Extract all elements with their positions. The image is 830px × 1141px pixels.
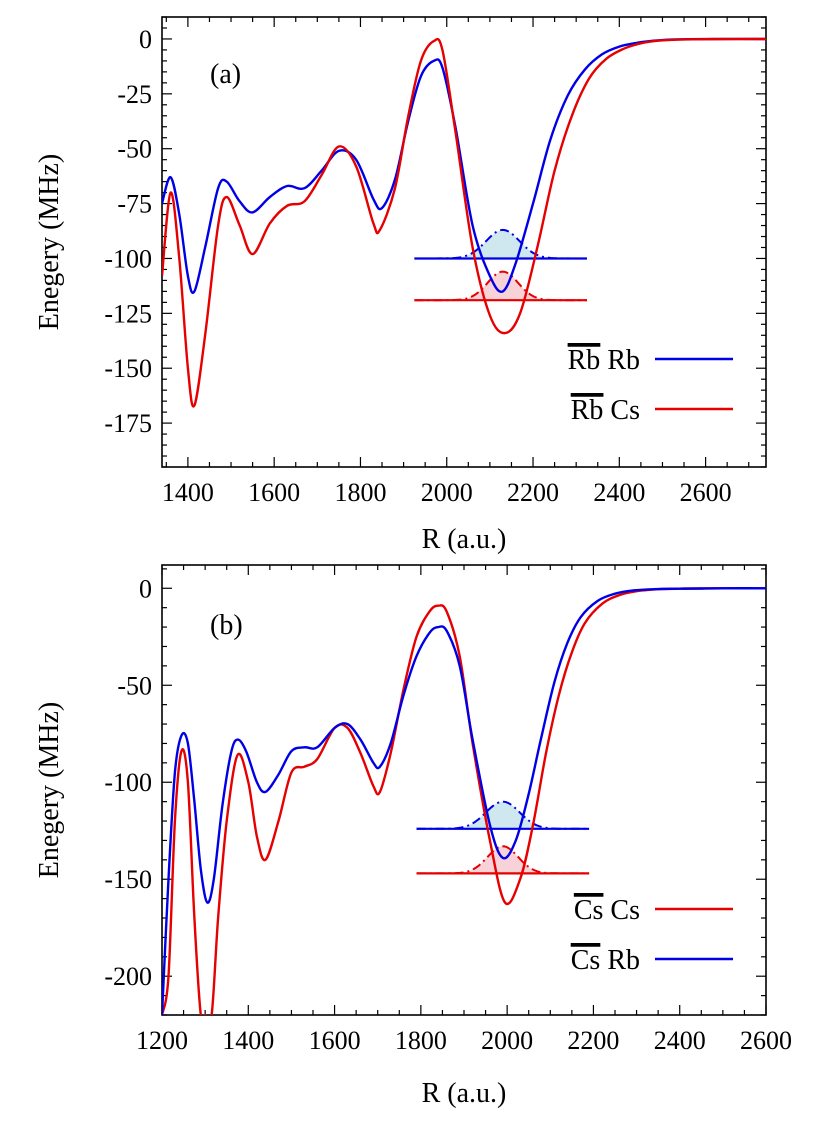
y-tick-label: 0 (139, 574, 152, 603)
series-line-1 (162, 587, 766, 1015)
legend-label-1: Cs Rb (571, 945, 640, 976)
legend-overlined-species: Rb (571, 395, 604, 426)
series-line-1 (162, 37, 766, 408)
plot-area (162, 37, 766, 408)
x-tick-label: 2400 (654, 1026, 706, 1055)
x-tick-label: 1200 (136, 1026, 188, 1055)
y-tick-label: -100 (104, 768, 152, 797)
x-axis-title: R (a.u.) (422, 1078, 507, 1109)
y-tick-label: -150 (104, 354, 152, 383)
series-line-0 (162, 37, 766, 294)
y-tick-label: -175 (104, 409, 152, 438)
plot-area (162, 587, 766, 1015)
wavefunction-curve-1 (416, 845, 590, 875)
y-tick-label: -50 (117, 671, 152, 700)
x-tick-label: 2200 (507, 478, 559, 507)
y-tick-label: -75 (117, 190, 152, 219)
x-axis-title: R (a.u.) (422, 524, 507, 555)
plot-frame (161, 564, 767, 1016)
panel-label: (b) (210, 610, 243, 641)
x-tick-label: 1800 (395, 1026, 447, 1055)
legend-partner-species: Rb (600, 345, 640, 376)
x-tick-label: 1600 (309, 1026, 361, 1055)
chart-panel-a: 1400 1600 1800 2000 2200 2400 2600 0 -25 -50 -75 -1… (34, 16, 767, 555)
wavefunction-fill-1 (414, 271, 587, 301)
x-tick-label: 2000 (421, 478, 473, 507)
y-axis-title: Enegery (MHz) (34, 154, 65, 330)
x-tick-label: 1400 (162, 478, 214, 507)
wavefunction-fill-0 (416, 801, 590, 829)
y-tick-label: -150 (104, 865, 152, 894)
x-tick-label: 1800 (334, 478, 386, 507)
chart-panel-b: 1200 1400 1600 1800 2000 2200 2400 2600 0 -50 -100… (34, 564, 792, 1109)
y-tick-label: -125 (104, 299, 152, 328)
x-tick-label: 2400 (593, 478, 645, 507)
legend-overlined-species: Cs (574, 895, 604, 926)
y-tick-label: -100 (104, 244, 152, 273)
x-tick-label: 2600 (740, 1026, 792, 1055)
x-tick-label: 1600 (248, 478, 300, 507)
panel-label: (a) (210, 59, 241, 90)
legend-overlined-species: Cs (571, 945, 601, 976)
legend-overlined-species: Rb (568, 345, 601, 376)
legend-partner-species: Cs (603, 895, 640, 926)
wavefunction-fill-1 (416, 846, 590, 874)
x-tick-label: 1400 (222, 1026, 274, 1055)
y-tick-label: -200 (104, 962, 152, 991)
x-tick-label: 2200 (567, 1026, 619, 1055)
legend-label-0: Cs Cs (574, 895, 640, 926)
y-tick-label: -50 (117, 135, 152, 164)
y-tick-label: -25 (117, 80, 152, 109)
x-tick-label: 2000 (481, 1026, 533, 1055)
legend-partner-species: Cs (603, 395, 640, 426)
legend-partner-species: Rb (600, 945, 640, 976)
wavefunction-fill-0 (414, 229, 587, 259)
wavefunction-curve-0 (414, 228, 587, 260)
series-line-0 (162, 587, 766, 1015)
legend-label-0: Rb Rb (568, 345, 640, 376)
legend-label-1: Rb Cs (571, 395, 640, 426)
wavefunction-curve-1 (414, 270, 587, 302)
plot-frame (161, 16, 767, 468)
y-tick-label: 0 (139, 25, 152, 54)
x-tick-label: 2600 (680, 478, 732, 507)
y-axis-title: Enegery (MHz) (34, 702, 65, 878)
